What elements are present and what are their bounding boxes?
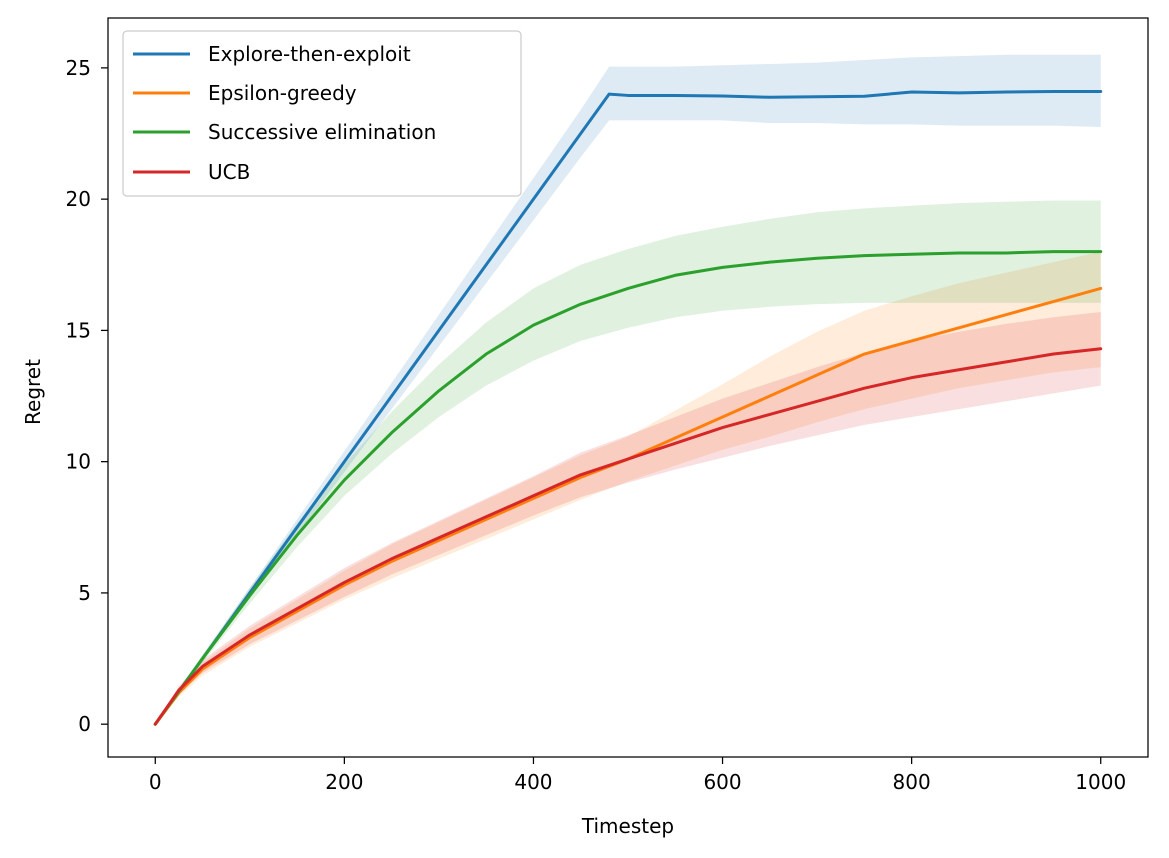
x-tick-label: 0 <box>149 770 162 794</box>
y-tick-label: 20 <box>66 187 91 211</box>
y-axis-label: Regret <box>21 359 45 425</box>
legend-label-ucb: UCB <box>208 160 250 184</box>
x-tick-label: 800 <box>893 770 931 794</box>
x-axis-ticks: 0 200 400 600 800 1000 <box>149 757 1126 794</box>
y-axis-ticks: 0 5 10 15 20 25 <box>66 56 108 736</box>
series-line-explore-then-exploit <box>153 90 1103 726</box>
y-tick-label: 25 <box>66 56 91 80</box>
confidence-band-epsilon-greedy <box>155 251 1101 725</box>
legend-box <box>122 30 522 197</box>
confidence-band-explore-then-exploit <box>155 54 1101 725</box>
x-tick-label: 200 <box>325 770 363 794</box>
y-tick-label: 0 <box>78 712 91 736</box>
legend-label-successive-elimination: Successive elimination <box>208 120 436 144</box>
confidence-band-ucb <box>155 312 1101 725</box>
y-tick-label: 5 <box>78 581 91 605</box>
legend: Explore-then-exploit Epsilon-greedy Succ… <box>122 30 522 197</box>
legend-label-explore-then-exploit: Explore-then-exploit <box>208 42 411 66</box>
x-tick-label: 400 <box>514 770 552 794</box>
y-tick-label: 15 <box>66 318 91 342</box>
series-lines <box>153 90 1103 726</box>
series-line-successive-elimination <box>153 250 1103 726</box>
x-axis-label: Timestep <box>581 814 674 838</box>
plot-area-frame <box>107 17 1149 758</box>
x-tick-label: 600 <box>703 770 741 794</box>
legend-label-epsilon-greedy: Epsilon-greedy <box>208 81 357 105</box>
x-tick-label: 1000 <box>1075 770 1126 794</box>
series-line-ucb <box>153 347 1103 726</box>
y-tick-label: 10 <box>66 450 91 474</box>
